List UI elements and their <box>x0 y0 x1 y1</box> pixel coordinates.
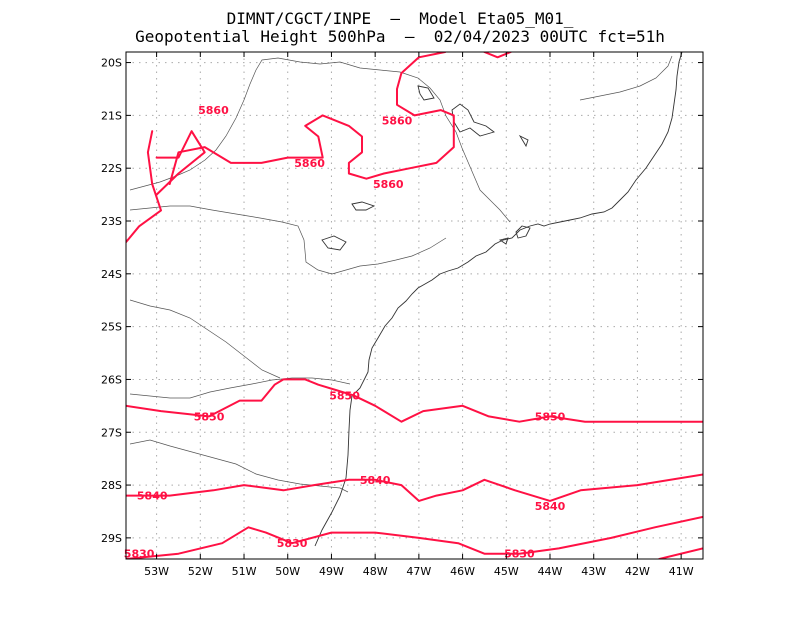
contour-5840-line <box>126 473 703 502</box>
y-axis-ticks: 20S 21S 22S 23S 24S 25S 26S 27S 28S 29S <box>101 57 703 545</box>
grid-lines <box>126 52 703 559</box>
reservoir-mg2 <box>518 134 529 148</box>
contour-label-5830: 5830 <box>124 548 155 561</box>
contour-5830-line <box>126 515 703 559</box>
x-tick-label: 49W <box>319 565 344 578</box>
contour-5830-line <box>658 547 703 559</box>
contour-label-5860: 5860 <box>294 157 325 170</box>
border-mg-es <box>579 55 673 101</box>
chart-title-line1: DIMNT/CGCT/INPE – Model Eta05_M01_ <box>227 9 574 28</box>
y-tick-label: 20S <box>101 57 122 70</box>
border-paraguay <box>129 299 281 379</box>
x-tick-label: 52W <box>188 565 213 578</box>
contour-labels: 5860 5860 5860 5860 5850 5850 5850 5840 5840 5840… <box>124 104 566 561</box>
reservoir-pr <box>321 235 347 251</box>
contour-label-5860: 5860 <box>373 178 404 191</box>
contour-5860-line <box>168 52 455 185</box>
contour-label-5840: 5840 <box>137 490 168 503</box>
y-tick-label: 27S <box>101 426 122 439</box>
contour-layer <box>126 52 703 559</box>
coastline <box>314 52 683 547</box>
x-tick-label: 47W <box>406 565 431 578</box>
x-tick-label: 46W <box>450 565 475 578</box>
border-mg-sp <box>129 57 511 223</box>
contour-5860-line <box>126 130 162 244</box>
x-tick-label: 41W <box>669 565 694 578</box>
x-tick-label: 48W <box>363 565 388 578</box>
x-tick-label: 50W <box>275 565 300 578</box>
y-tick-label: 21S <box>101 109 122 122</box>
border-pr-sc <box>129 377 351 399</box>
contour-label-5830: 5830 <box>504 548 535 561</box>
chart-title-line2: Geopotential Height 500hPa – 02/04/2023 … <box>135 27 665 46</box>
contour-label-5860: 5860 <box>198 104 229 117</box>
x-tick-label: 45W <box>494 565 519 578</box>
contour-label-5830: 5830 <box>277 537 308 550</box>
contour-5850-line <box>126 378 703 423</box>
x-tick-label: 42W <box>625 565 650 578</box>
y-tick-label: 29S <box>101 532 122 545</box>
border-ms-pr <box>129 205 447 275</box>
ilha-grande <box>498 237 509 245</box>
x-tick-label: 53W <box>144 565 169 578</box>
y-tick-label: 23S <box>101 215 122 228</box>
y-tick-label: 28S <box>101 479 122 492</box>
reservoir-furnas <box>451 103 495 137</box>
x-axis-ticks: 53W 52W 51W 50W 49W 48W 47W 46W 45W 44W 43W 42W 41W <box>144 52 694 578</box>
contour-label-5850: 5850 <box>329 389 360 402</box>
y-tick-label: 24S <box>101 268 122 281</box>
reservoir-sp <box>351 201 376 211</box>
contour-label-5860: 5860 <box>382 115 413 128</box>
plot-frame <box>125 51 704 560</box>
x-tick-label: 43W <box>581 565 606 578</box>
guanabara-bay <box>515 225 531 239</box>
y-tick-label: 26S <box>101 373 122 386</box>
basemap <box>129 52 683 547</box>
y-tick-label: 25S <box>101 321 122 334</box>
contour-label-5850: 5850 <box>194 410 225 423</box>
contour-label-5840: 5840 <box>360 474 391 487</box>
contour-5860-line <box>155 130 206 196</box>
border-sc-rs <box>129 439 349 493</box>
x-tick-label: 44W <box>538 565 563 578</box>
y-tick-label: 22S <box>101 162 122 175</box>
contour-label-5850: 5850 <box>535 410 566 423</box>
contour-label-5840: 5840 <box>535 500 566 513</box>
reservoir-mg <box>417 85 435 101</box>
x-tick-label: 51W <box>232 565 257 578</box>
